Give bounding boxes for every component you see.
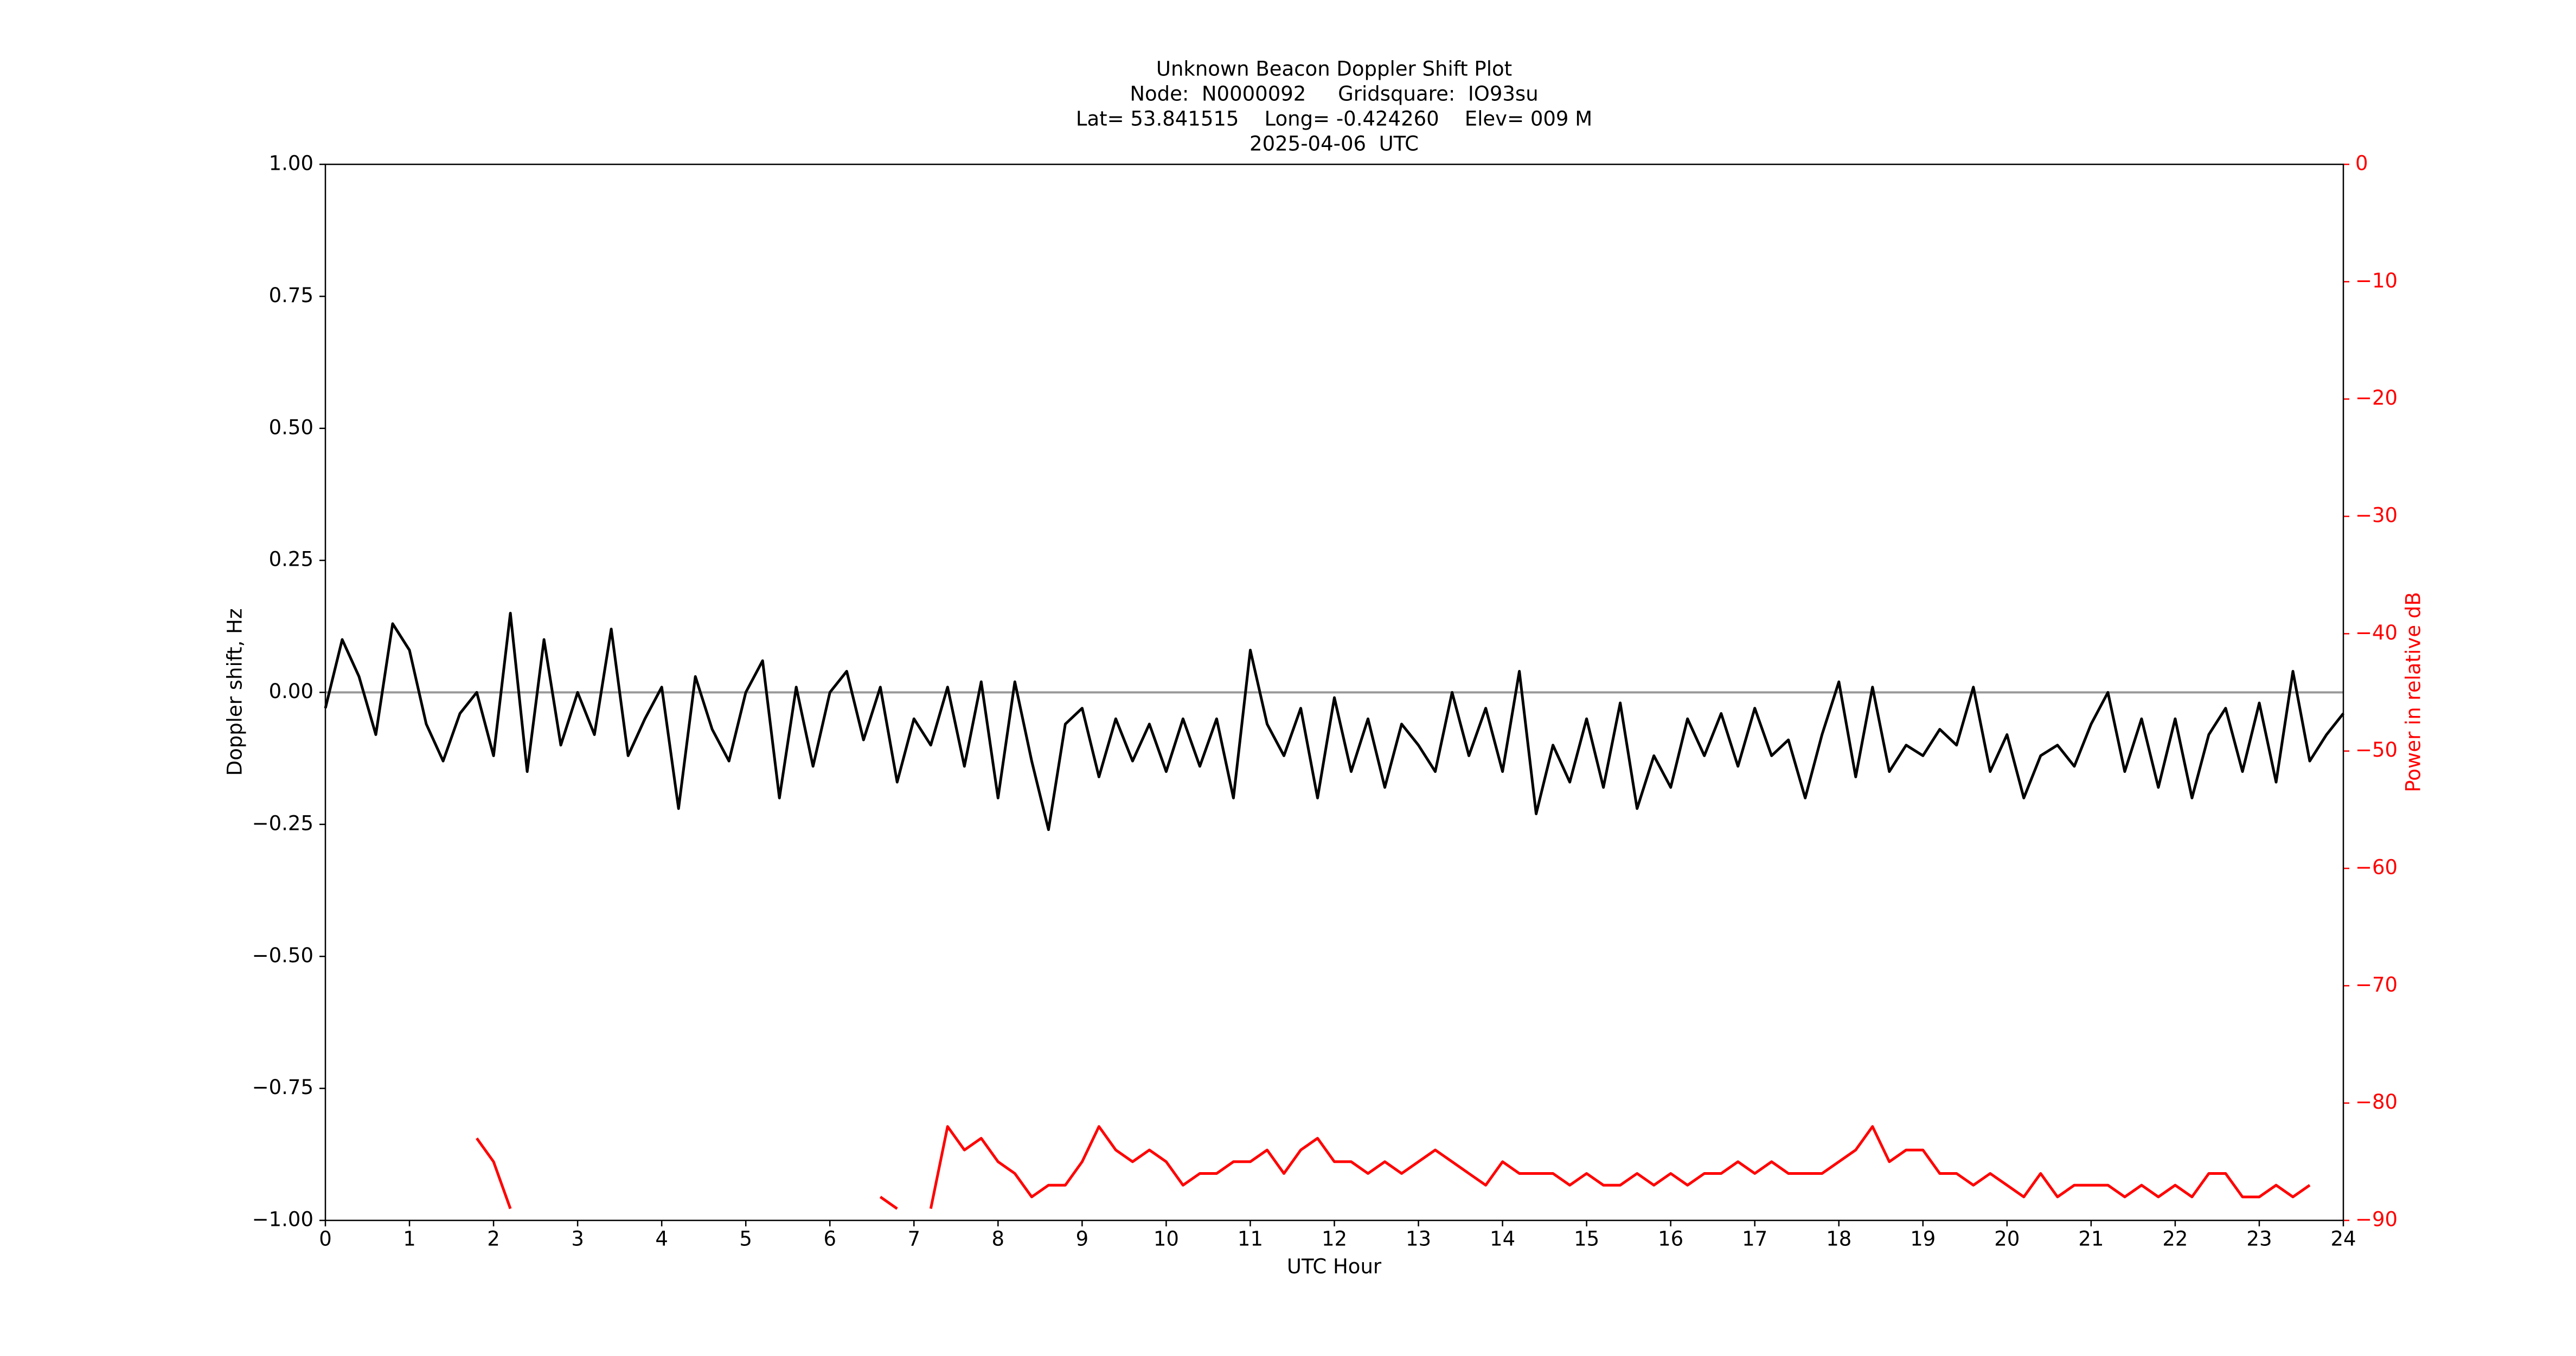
- y2-tick-label: −50: [2355, 738, 2398, 762]
- x-axis-label: UTC Hour: [1287, 1255, 1382, 1278]
- x-tick-label: 1: [403, 1227, 416, 1251]
- x-tick-label: 9: [1076, 1227, 1089, 1251]
- y2-tick-label: −10: [2355, 269, 2398, 292]
- y-tick-label: 0.75: [269, 284, 313, 307]
- y2-tick-label: 0: [2355, 152, 2368, 175]
- y2-tick-label: −70: [2355, 973, 2398, 996]
- x-tick-label: 11: [1238, 1227, 1263, 1251]
- chart-title: Node: N0000092 Gridsquare: IO93su: [1130, 82, 1538, 106]
- x-tick-label: 12: [1322, 1227, 1347, 1251]
- x-tick-label: 18: [1826, 1227, 1851, 1251]
- x-tick-label: 3: [571, 1227, 584, 1251]
- x-tick-label: 14: [1490, 1227, 1515, 1251]
- x-tick-label: 17: [1742, 1227, 1767, 1251]
- y-tick-label: 0.25: [269, 548, 313, 571]
- y-tick-label: 0.50: [269, 415, 313, 439]
- x-tick-label: 8: [992, 1227, 1005, 1251]
- y2-tick-label: −20: [2355, 386, 2398, 410]
- x-tick-label: 13: [1406, 1227, 1431, 1251]
- x-tick-label: 5: [739, 1227, 752, 1251]
- plot-frame: [324, 163, 2344, 1221]
- y2-tick-label: −40: [2355, 621, 2398, 644]
- y-tick-label: −0.50: [252, 944, 313, 967]
- x-tick-label: 16: [1658, 1227, 1683, 1251]
- x-tick-label: 0: [319, 1227, 332, 1251]
- x-tick-label: 22: [2162, 1227, 2188, 1251]
- x-tick-label: 20: [1994, 1227, 2020, 1251]
- y-tick-label: 1.00: [269, 152, 313, 175]
- y2-tick-label: −60: [2355, 856, 2398, 879]
- series-line: [324, 612, 2344, 831]
- series-line: [476, 1125, 2311, 1210]
- x-tick-label: 21: [2078, 1227, 2104, 1251]
- x-tick-label: 7: [908, 1227, 921, 1251]
- x-tick-label: 23: [2246, 1227, 2272, 1251]
- x-tick-label: 4: [655, 1227, 668, 1251]
- x-tick-label: 2: [487, 1227, 500, 1251]
- x-tick-label: 6: [823, 1227, 836, 1251]
- x-tick-label: 19: [1910, 1227, 1936, 1251]
- y-tick-label: 0.00: [269, 680, 313, 703]
- x-tick-label: 24: [2330, 1227, 2356, 1251]
- y-tick-label: −1.00: [252, 1208, 313, 1231]
- y2-tick-label: −30: [2355, 504, 2398, 527]
- x-tick-label: 10: [1154, 1227, 1179, 1251]
- y2-tick-label: −90: [2355, 1208, 2398, 1231]
- chart-title: Lat= 53.841515 Long= -0.424260 Elev= 009…: [1076, 107, 1592, 131]
- chart-title: 2025-04-06 UTC: [1249, 132, 1419, 156]
- y2-tick-label: −80: [2355, 1090, 2398, 1114]
- y-tick-label: −0.25: [252, 811, 313, 835]
- y2-axis-label: Power in relative dB: [2402, 592, 2425, 792]
- y-axis-label: Doppler shift, Hz: [223, 609, 247, 776]
- x-tick-label: 15: [1574, 1227, 1599, 1251]
- chart-title: Unknown Beacon Doppler Shift Plot: [1156, 57, 1512, 81]
- y-tick-label: −0.75: [252, 1076, 313, 1099]
